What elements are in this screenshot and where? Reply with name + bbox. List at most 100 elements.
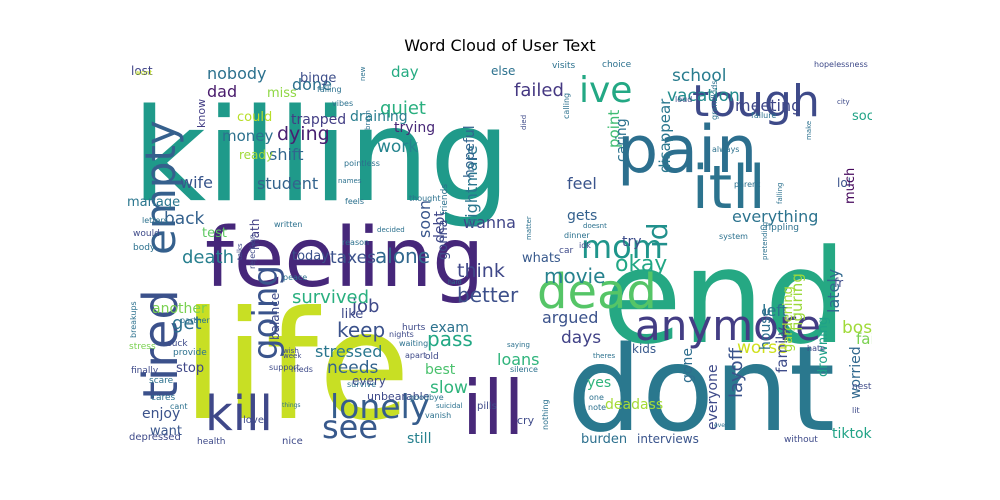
word-could: could: [237, 110, 272, 125]
word-theres: theres: [593, 352, 616, 360]
word-pass: pass: [427, 327, 473, 351]
word-ill: ill: [462, 364, 525, 444]
word-miss: miss: [267, 86, 297, 101]
word-doesnt: doesnt: [583, 222, 607, 230]
word-depressed: depressed: [129, 432, 181, 443]
word-names: names: [338, 177, 362, 185]
word-nest: nest: [852, 382, 872, 392]
word-waiting: waiting: [399, 339, 428, 348]
word-survive: survive: [347, 380, 376, 389]
word-survived: survived: [292, 287, 369, 308]
word-think: think: [457, 260, 505, 282]
word-debt: debt: [432, 211, 448, 243]
word-death: death: [182, 247, 234, 268]
word-ive: ive: [579, 70, 632, 111]
word-every: every: [352, 374, 386, 388]
word-figuring: figuring: [788, 273, 806, 331]
word-keep: keep: [337, 318, 385, 342]
word-meeting: meeting: [735, 96, 801, 115]
word-everyone: everyone: [705, 364, 721, 430]
word-suicidal: suicidal: [436, 402, 463, 410]
word-nights: nights: [389, 330, 414, 339]
word-pointless: pointless: [344, 159, 380, 168]
word-wish: wish: [283, 347, 299, 355]
word-gardening: gardening: [781, 286, 796, 352]
word-caring: caring: [614, 118, 630, 162]
word-goodbye: goodbye: [409, 393, 444, 402]
word-empty: empty: [136, 120, 185, 255]
word-brush: brush: [364, 110, 372, 130]
word-itll: itll: [692, 153, 766, 223]
word-end: end: [602, 221, 847, 373]
word-still: still: [407, 431, 431, 444]
word-hate: hate: [807, 344, 825, 353]
word-boss: boss: [842, 318, 872, 338]
word-draining: draining: [350, 109, 408, 125]
word-worse: worse: [737, 338, 788, 358]
word-vibes: vibes: [332, 99, 353, 108]
word-stressed: stressed: [315, 342, 382, 361]
word-failed: failed: [514, 80, 564, 101]
word-fail: fail: [856, 330, 872, 348]
word-wanna: wanna: [463, 213, 516, 232]
word-drowning: drowning: [816, 317, 831, 377]
word-cry: cry: [517, 414, 535, 427]
word-without: without: [784, 435, 818, 444]
word-one: one: [589, 393, 604, 402]
word-apart: apart: [405, 351, 426, 360]
word-house: house: [758, 308, 774, 350]
word-falling: falling: [776, 183, 784, 204]
word-manage: manage: [127, 195, 180, 210]
word-stop: stop: [176, 361, 204, 376]
word-idk: idk: [579, 241, 591, 250]
word-student: student: [257, 174, 318, 193]
word-cant: cant: [170, 402, 188, 411]
word-lately: lately: [824, 269, 843, 313]
word-days: days: [561, 328, 601, 348]
word-body: body: [133, 243, 156, 253]
word-hopeful: hopeful: [462, 125, 478, 178]
word-trapped: trapped: [291, 112, 346, 128]
word-burden: burden: [581, 432, 627, 444]
word-failure: failure: [751, 111, 776, 120]
word-else: else: [491, 64, 515, 78]
word-lol: lol: [837, 176, 851, 190]
word-social: social: [852, 109, 872, 124]
word-layoff: layoff: [726, 347, 747, 398]
word-gone: gone: [680, 348, 696, 383]
word-nobody: nobody: [207, 64, 267, 83]
word-binge: binge: [300, 71, 336, 86]
word-everything: everything: [732, 207, 818, 226]
word-talks: talks: [236, 243, 244, 260]
word-kill: kill: [205, 386, 273, 442]
word-soon: soon: [415, 200, 434, 238]
word-wont: wont: [135, 69, 152, 77]
word-shift: shift: [269, 145, 304, 164]
word-old: old: [425, 352, 439, 362]
word-friends: friends: [440, 184, 450, 215]
word-nothing: nothing: [541, 399, 550, 430]
word-silence: silence: [510, 365, 538, 374]
word-day: day: [391, 63, 419, 81]
word-week: week: [283, 352, 302, 360]
word-tough: tough: [692, 76, 820, 127]
word-disappear: disappear: [656, 98, 674, 173]
word-would: would: [133, 229, 160, 239]
word-kids: kids: [632, 342, 656, 356]
word-back: back: [164, 209, 205, 229]
word-scare: scare: [149, 376, 174, 386]
word-much: much: [843, 168, 858, 204]
word-money: money: [222, 127, 274, 145]
word-partner: partner: [180, 316, 210, 325]
word-pretending: pretending: [761, 222, 769, 260]
word-calling: calling: [562, 93, 571, 119]
word-dont: dont: [567, 320, 835, 444]
word-done: done: [292, 75, 332, 94]
word-dad: dad: [207, 82, 237, 101]
word-test: test: [202, 226, 227, 241]
word-family: family: [773, 327, 791, 373]
word-life: life: [182, 280, 410, 444]
word-hopelessness: hopelessness: [814, 60, 868, 69]
word-love: love: [243, 415, 264, 426]
word-died: died: [520, 115, 528, 130]
